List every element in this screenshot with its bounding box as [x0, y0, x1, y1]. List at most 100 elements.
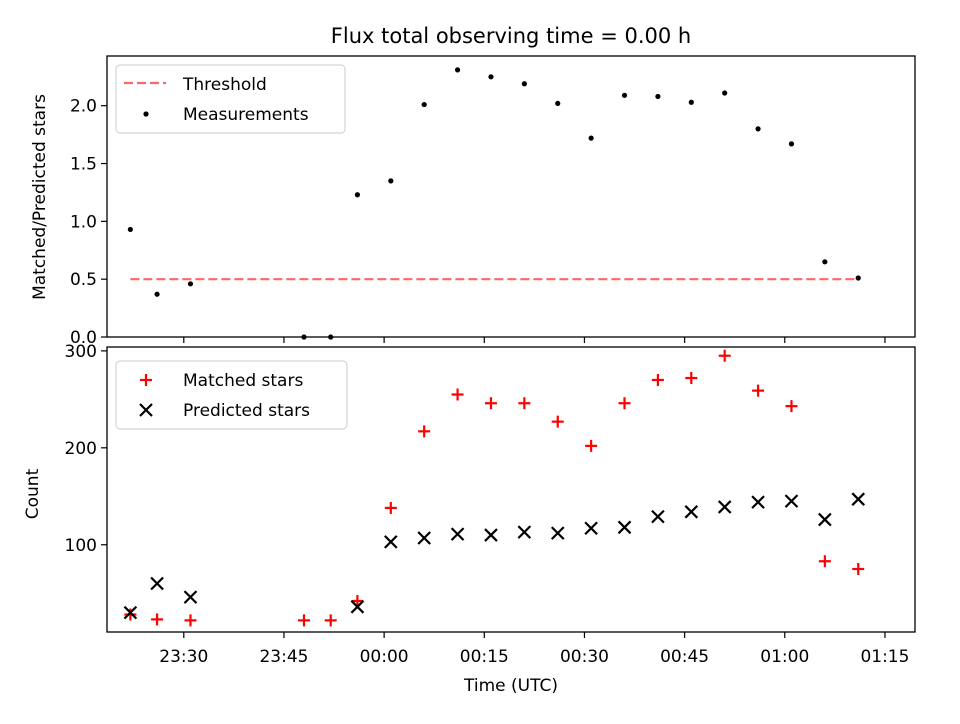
- bottom-y-tick-label: 100: [65, 536, 97, 556]
- predicted-star-stroke-b: [851, 492, 866, 506]
- predicted-star-stroke-b: [584, 521, 598, 536]
- matched-star-point: [618, 397, 631, 410]
- measurement-point: [588, 135, 594, 141]
- measurement-point: [488, 74, 494, 80]
- predicted-star-stroke-b: [717, 500, 732, 514]
- measurement-point: [154, 291, 160, 297]
- top-y-axis-label: Matched/Predicted stars: [30, 94, 50, 300]
- predicted-star-point: [384, 535, 398, 549]
- bottom-y-tick-label: 300: [65, 342, 97, 362]
- bottom-y-tick-label: 200: [65, 439, 97, 459]
- predicted-star-point: [183, 590, 198, 604]
- predicted-star-point: [123, 605, 138, 620]
- matched-star-point: [818, 555, 831, 568]
- matched-star-point: [852, 562, 865, 575]
- predicted-star-stroke-b: [751, 495, 765, 509]
- bottom-x-tick-label: 23:30: [159, 647, 208, 667]
- measurement-point: [421, 101, 427, 108]
- matched-star-point: [685, 372, 698, 385]
- bottom-y-axis-label: Count: [23, 468, 43, 519]
- predicted-star-point: [784, 494, 799, 508]
- predicted-star-stroke-b: [818, 512, 832, 527]
- top-legend: Threshold Measurements: [115, 64, 346, 134]
- legend-predicted-swatch: [139, 403, 153, 417]
- bottom-y-ticks: 100 200 300: [65, 342, 107, 556]
- predicted-star-stroke-b: [417, 531, 431, 545]
- predicted-star-point: [417, 531, 431, 545]
- matched-star-point: [585, 439, 598, 452]
- top-x-ticks: [183, 337, 886, 343]
- measurement-point: [187, 281, 194, 287]
- predicted-star-point: [751, 495, 765, 509]
- measurement-point: [454, 67, 461, 73]
- matched-star-point: [324, 614, 337, 627]
- matched-star-point: [451, 388, 464, 401]
- matched-star-point: [551, 415, 564, 428]
- predicted-star-stroke-b: [450, 527, 465, 541]
- measurement-point: [388, 178, 394, 184]
- predicted-star-point: [484, 528, 498, 542]
- measurement-point: [755, 126, 761, 132]
- predicted-star-point: [517, 525, 532, 539]
- predicted-star-point: [550, 526, 565, 540]
- matched-star-point: [785, 400, 798, 413]
- matched-star-point: [184, 614, 197, 627]
- measurement-point: [855, 275, 861, 281]
- measurement-point: [788, 141, 795, 147]
- bottom-x-tick-label: 00:00: [360, 647, 409, 667]
- measurement-point: [521, 81, 527, 87]
- bottom-plot-marks: [123, 349, 866, 627]
- predicted-star-point: [818, 512, 832, 527]
- bottom-x-tick-label: 01:15: [860, 647, 909, 667]
- predicted-star-point: [684, 505, 699, 519]
- matched-star-point: [351, 594, 364, 607]
- matched-star-point: [151, 613, 164, 626]
- predicted-star-point: [450, 527, 465, 541]
- bottom-x-tick-label: 00:30: [560, 647, 609, 667]
- top-y-tick-label: 2.0: [70, 97, 97, 117]
- predicted-star-stroke-b: [384, 535, 398, 549]
- legend-threshold-label: Threshold: [182, 75, 267, 95]
- predicted-star-point: [584, 521, 598, 536]
- bottom-x-ticks: 23:30 23:45 00:00 00:15 00:30 00:45 01:00 01:15: [159, 632, 909, 667]
- predicted-star-point: [350, 600, 365, 614]
- matched-star-point: [484, 397, 497, 410]
- predicted-star-stroke-b: [550, 526, 565, 540]
- predicted-star-stroke-b: [517, 525, 532, 539]
- top-legend-box: [115, 64, 346, 134]
- measurement-point: [655, 93, 661, 100]
- measurement-point: [722, 90, 728, 96]
- top-plot-marks: [127, 67, 861, 340]
- measurement-point: [555, 100, 561, 107]
- matched-star-point: [752, 384, 765, 397]
- predicted-star-point: [851, 492, 866, 506]
- predicted-star-stroke-b: [784, 494, 799, 508]
- top-y-tick-label: 1.5: [70, 155, 97, 175]
- predicted-star-stroke-b: [350, 600, 365, 614]
- legend-measurements-label: Measurements: [183, 105, 309, 125]
- top-chart-title: Flux total observing time = 0.00 h: [331, 24, 691, 48]
- bottom-x-tick-label: 00:15: [460, 647, 509, 667]
- top-y-tick-label: 0.5: [70, 270, 97, 290]
- predicted-star-stroke-b: [684, 505, 699, 519]
- predicted-star-point: [617, 520, 632, 535]
- predicted-star-stroke-b: [651, 509, 665, 524]
- measurement-point: [688, 99, 694, 105]
- bottom-plot-frame: [106, 346, 916, 633]
- legend-matched-label: Matched stars: [183, 371, 303, 391]
- predicted-star-stroke-b: [123, 605, 138, 620]
- measurement-point: [822, 259, 828, 265]
- predicted-star-stroke-b: [484, 528, 498, 542]
- predicted-star-stroke-b: [617, 520, 632, 535]
- matched-star-point: [418, 425, 431, 438]
- matched-star-point: [124, 608, 137, 621]
- predicted-star-stroke-b: [183, 590, 198, 604]
- legend-matched-swatch: [140, 374, 152, 386]
- measurement-point: [127, 226, 133, 233]
- bottom-x-tick-label: 23:45: [259, 647, 308, 667]
- bottom-legend-box: [115, 360, 348, 430]
- matched-star-point: [651, 373, 664, 386]
- top-plot-frame: [106, 55, 916, 338]
